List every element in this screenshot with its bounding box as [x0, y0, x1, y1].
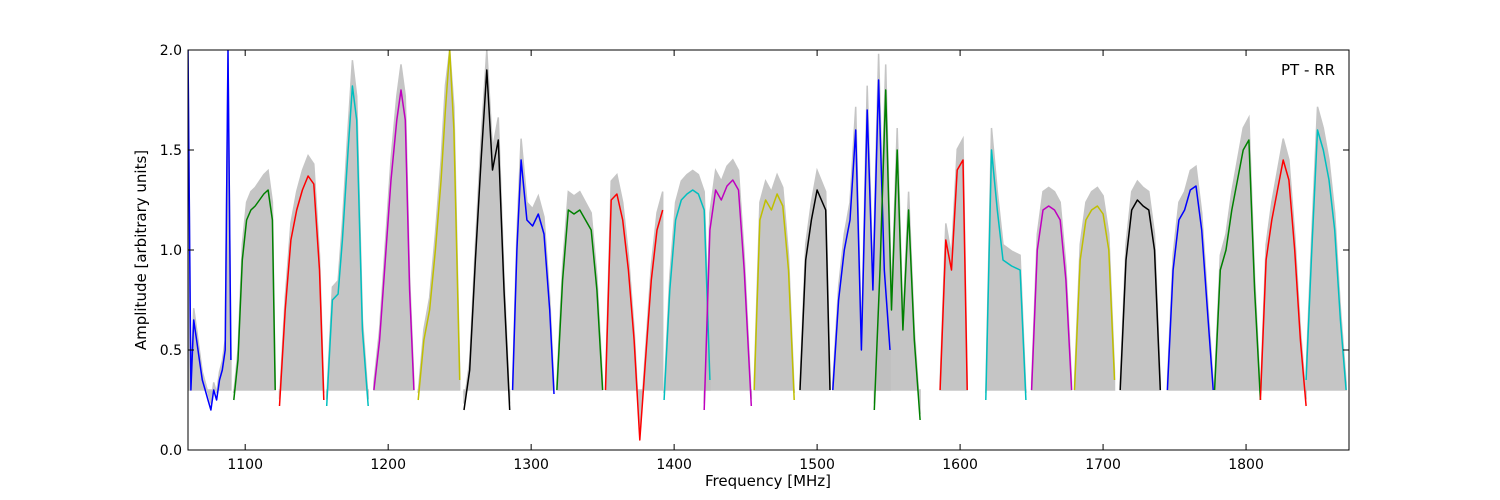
series-line	[511, 159, 555, 395]
y-tick-label: 1.0	[160, 243, 182, 259]
series-line	[873, 89, 921, 421]
y-axis: 0.0 0.5 1.0 1.5 2.0	[160, 43, 1349, 459]
x-tick-label: 1100	[227, 457, 263, 473]
background-band	[799, 167, 831, 391]
series-line	[325, 85, 369, 407]
background-band	[511, 138, 555, 391]
series-line	[463, 69, 511, 411]
x-tick-label: 1200	[370, 457, 406, 473]
series-line	[832, 79, 891, 391]
series-line	[1259, 159, 1307, 407]
series-line	[1073, 205, 1116, 391]
y-tick-label: 0.5	[160, 343, 182, 359]
series-line	[1030, 205, 1073, 391]
series-line	[1305, 129, 1347, 391]
background-band	[373, 64, 415, 391]
x-tick-label: 1500	[799, 457, 835, 473]
series-line	[753, 193, 795, 401]
series-line	[703, 179, 753, 411]
series-line	[1166, 185, 1214, 391]
x-axis: 1100 1200 1300 1400 1500 1600 1700 1800	[227, 50, 1264, 473]
background-band	[1073, 186, 1116, 391]
x-axis-label: Frequency [MHz]	[705, 472, 831, 490]
annotation-label: PT - RR	[1281, 61, 1335, 79]
series-line	[373, 89, 415, 391]
background-spectrum	[188, 50, 1347, 436]
y-axis-label: Amplitude [arbitrary units]	[132, 150, 150, 350]
background-band	[1259, 138, 1307, 400]
background-band	[278, 153, 325, 400]
series-group	[188, 50, 1347, 441]
series-line	[604, 193, 664, 441]
background-band	[1119, 179, 1162, 391]
background-band	[1213, 114, 1262, 394]
x-tick-label: 1300	[513, 457, 549, 473]
series-line	[939, 159, 968, 391]
series-line	[278, 175, 325, 407]
series-line	[1119, 199, 1162, 391]
y-tick-label: 1.5	[160, 143, 182, 159]
series-line	[556, 209, 604, 391]
x-tick-label: 1400	[656, 457, 692, 473]
x-tick-label: 1600	[942, 457, 978, 473]
background-band	[417, 50, 461, 394]
series-line	[799, 189, 831, 391]
x-tick-label: 1700	[1085, 457, 1121, 473]
series-line	[417, 50, 461, 401]
y-tick-label: 0.0	[160, 443, 182, 459]
series-line	[188, 50, 232, 411]
series-line	[1213, 139, 1262, 401]
series-line	[233, 189, 276, 401]
background-band	[939, 135, 968, 391]
y-tick-label: 2.0	[160, 43, 182, 59]
background-band	[703, 158, 753, 404]
series-line	[985, 149, 1027, 401]
series-line	[663, 189, 711, 401]
x-tick-label: 1800	[1228, 457, 1264, 473]
background-band	[556, 190, 604, 391]
background-band	[1305, 106, 1347, 391]
